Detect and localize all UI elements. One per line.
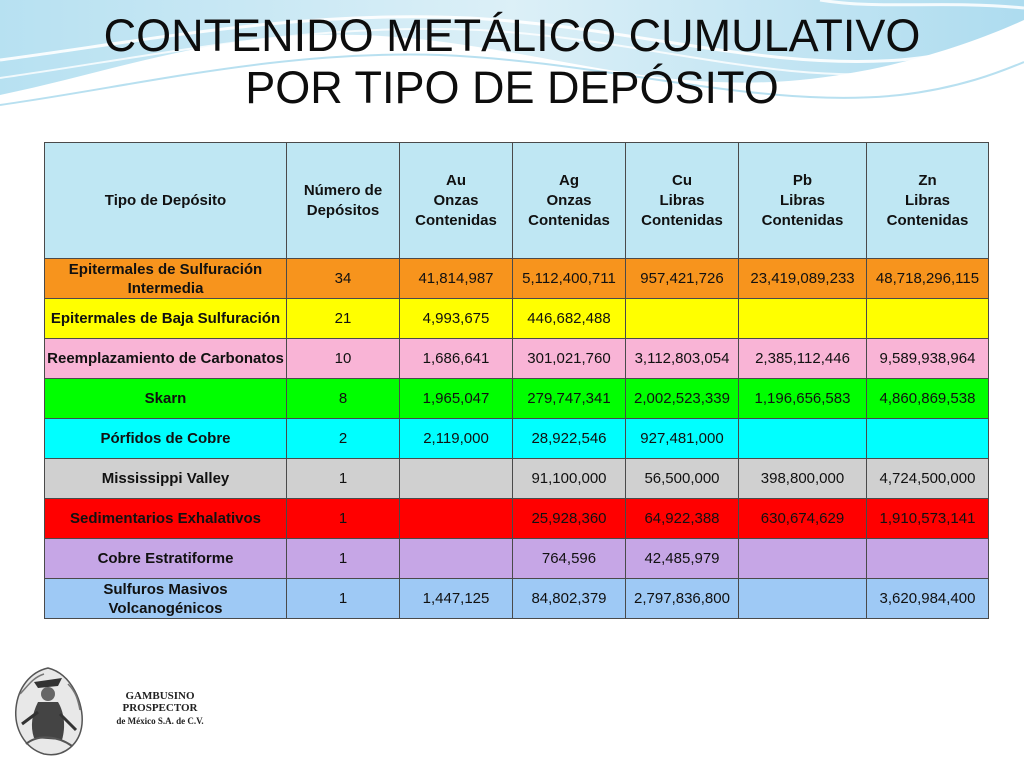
header-au: Au Onzas Contenidas [399, 142, 513, 259]
cell-cu: 957,421,726 [625, 258, 739, 299]
cell-zn: 3,620,984,400 [866, 578, 989, 619]
cell-cu: 2,002,523,339 [625, 378, 739, 419]
deposits-table: Tipo de Depósito Número de Depósitos Au … [44, 142, 989, 619]
cell-count: 2 [286, 418, 400, 459]
cell-deposit-type: Sedimentarios Exhalativos [44, 498, 287, 539]
header-numero-depositos: Número de Depósitos [286, 142, 400, 259]
cell-zn [866, 538, 989, 579]
slide-title-line-2: POR TIPO DE DEPÓSITO [245, 62, 779, 113]
cell-au: 2,119,000 [399, 418, 513, 459]
header-zn: Zn Libras Contenidas [866, 142, 989, 259]
cell-zn: 4,860,869,538 [866, 378, 989, 419]
table-row: Epitermales de Sulfuración Intermedia 34… [44, 258, 989, 299]
cell-cu: 927,481,000 [625, 418, 739, 459]
cell-deposit-type: Epitermales de Sulfuración Intermedia [44, 258, 287, 299]
cell-count: 34 [286, 258, 400, 299]
cell-deposit-type: Epitermales de Baja Sulfuración [44, 298, 287, 339]
cell-zn: 1,910,573,141 [866, 498, 989, 539]
cell-zn [866, 418, 989, 459]
cell-ag: 301,021,760 [512, 338, 626, 379]
cell-zn: 48,718,296,115 [866, 258, 989, 299]
cell-zn: 9,589,938,964 [866, 338, 989, 379]
cell-pb [738, 298, 867, 339]
table-row: Mississippi Valley 1 91,100,000 56,500,0… [44, 458, 989, 499]
slide-title-line-1: CONTENIDO METÁLICO CUMULATIVO [103, 10, 921, 61]
cell-pb: 2,385,112,446 [738, 338, 867, 379]
header-ag: Ag Onzas Contenidas [512, 142, 626, 259]
cell-cu: 2,797,836,800 [625, 578, 739, 619]
table-row: Epitermales de Baja Sulfuración 21 4,993… [44, 298, 989, 339]
cell-ag: 279,747,341 [512, 378, 626, 419]
cell-count: 1 [286, 498, 400, 539]
decorative-waves [0, 0, 1024, 106]
cell-au [399, 498, 513, 539]
cell-count: 10 [286, 338, 400, 379]
cell-count: 1 [286, 578, 400, 619]
cell-cu [625, 298, 739, 339]
cell-ag: 91,100,000 [512, 458, 626, 499]
header-cu: Cu Libras Contenidas [625, 142, 739, 259]
table-row: Pórfidos de Cobre 2 2,119,000 28,922,546… [44, 418, 989, 459]
cell-ag: 25,928,360 [512, 498, 626, 539]
header-pb: Pb Libras Contenidas [738, 142, 867, 259]
table-body: Epitermales de Sulfuración Intermedia 34… [44, 258, 989, 619]
cell-count: 8 [286, 378, 400, 419]
cell-au: 4,993,675 [399, 298, 513, 339]
cell-ag: 5,112,400,711 [512, 258, 626, 299]
cell-deposit-type: Sulfuros Masivos Volcanogénicos [44, 578, 287, 619]
cell-pb: 630,674,629 [738, 498, 867, 539]
cell-ag: 28,922,546 [512, 418, 626, 459]
cell-pb: 398,800,000 [738, 458, 867, 499]
cell-deposit-type: Cobre Estratiforme [44, 538, 287, 579]
company-name: GAMBUSINO PROSPECTOR de México S.A. de C… [90, 690, 230, 726]
cell-cu: 3,112,803,054 [625, 338, 739, 379]
cell-cu: 56,500,000 [625, 458, 739, 499]
cell-deposit-type: Reemplazamiento de Carbonatos [44, 338, 287, 379]
cell-pb [738, 578, 867, 619]
cell-au: 41,814,987 [399, 258, 513, 299]
cell-deposit-type: Pórfidos de Cobre [44, 418, 287, 459]
cell-pb: 23,419,089,233 [738, 258, 867, 299]
cell-ag: 764,596 [512, 538, 626, 579]
cell-ag: 84,802,379 [512, 578, 626, 619]
cell-au: 1,686,641 [399, 338, 513, 379]
cell-au [399, 458, 513, 499]
cell-pb [738, 418, 867, 459]
header-tipo-deposito: Tipo de Depósito [44, 142, 287, 259]
table-row: Reemplazamiento de Carbonatos 10 1,686,6… [44, 338, 989, 379]
cell-zn [866, 298, 989, 339]
table-row: Cobre Estratiforme 1 764,596 42,485,979 [44, 538, 989, 579]
table-row: Sulfuros Masivos Volcanogénicos 1 1,447,… [44, 578, 989, 619]
table-row: Skarn 8 1,965,047 279,747,341 2,002,523,… [44, 378, 989, 419]
prospector-logo-icon [15, 667, 83, 756]
cell-deposit-type: Mississippi Valley [44, 458, 287, 499]
cell-ag: 446,682,488 [512, 298, 626, 339]
cell-deposit-type: Skarn [44, 378, 287, 419]
cell-count: 1 [286, 538, 400, 579]
cell-pb [738, 538, 867, 579]
cell-pb: 1,196,656,583 [738, 378, 867, 419]
cell-count: 1 [286, 458, 400, 499]
cell-cu: 42,485,979 [625, 538, 739, 579]
company-name-line-2: de México S.A. de C.V. [116, 716, 204, 726]
cell-count: 21 [286, 298, 400, 339]
company-name-line-1: GAMBUSINO PROSPECTOR [122, 690, 198, 714]
cell-cu: 64,922,388 [625, 498, 739, 539]
slide-title: CONTENIDO METÁLICO CUMULATIVO POR TIPO D… [0, 10, 1024, 114]
table-header-row: Tipo de Depósito Número de Depósitos Au … [44, 142, 989, 259]
cell-au [399, 538, 513, 579]
table-row: Sedimentarios Exhalativos 1 25,928,360 6… [44, 498, 989, 539]
cell-au: 1,447,125 [399, 578, 513, 619]
cell-au: 1,965,047 [399, 378, 513, 419]
cell-zn: 4,724,500,000 [866, 458, 989, 499]
